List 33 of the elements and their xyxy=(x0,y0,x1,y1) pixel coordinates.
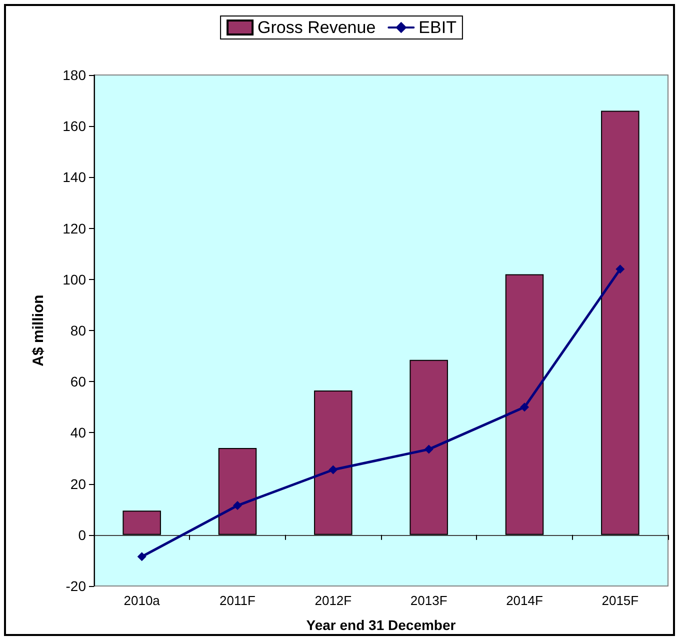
point xyxy=(137,552,146,562)
x-tick-label: 2015F xyxy=(602,593,639,608)
y-axis-title: A$ million xyxy=(30,294,47,366)
x-tick-label: 2011F xyxy=(220,593,256,608)
x-tick-label: 2012F xyxy=(314,593,352,608)
x-tick-label: 2010a xyxy=(124,593,161,608)
y-tick-label: -20 xyxy=(66,578,86,594)
point xyxy=(424,444,434,454)
y-tick-label: 160 xyxy=(62,118,86,134)
x-tick-label: 2014F xyxy=(506,593,543,608)
y-tick-label: 40 xyxy=(70,424,86,441)
x-tick-label: 2013F xyxy=(410,593,448,608)
point xyxy=(233,501,242,510)
bar xyxy=(505,274,544,535)
bar xyxy=(314,390,352,535)
y-tick-label: 180 xyxy=(62,67,86,83)
point xyxy=(616,264,625,274)
y-tick-label: 20 xyxy=(70,476,86,492)
bar xyxy=(410,360,448,535)
y-tick-label: 0 xyxy=(78,526,86,543)
y-tick-label: 120 xyxy=(62,220,86,236)
bar xyxy=(122,510,161,535)
bar xyxy=(601,110,640,535)
legend-label: EBIT xyxy=(418,18,456,37)
point xyxy=(520,402,529,412)
bar xyxy=(218,448,257,535)
x-axis-title: Year end 31 December xyxy=(306,617,456,633)
point xyxy=(328,465,338,474)
y-tick-label: 100 xyxy=(62,271,86,288)
y-tick-label: 80 xyxy=(70,322,86,338)
y-tick-label: 60 xyxy=(70,374,86,390)
legend-label: Gross Revenue xyxy=(258,18,376,37)
y-tick-label: 140 xyxy=(62,169,86,186)
